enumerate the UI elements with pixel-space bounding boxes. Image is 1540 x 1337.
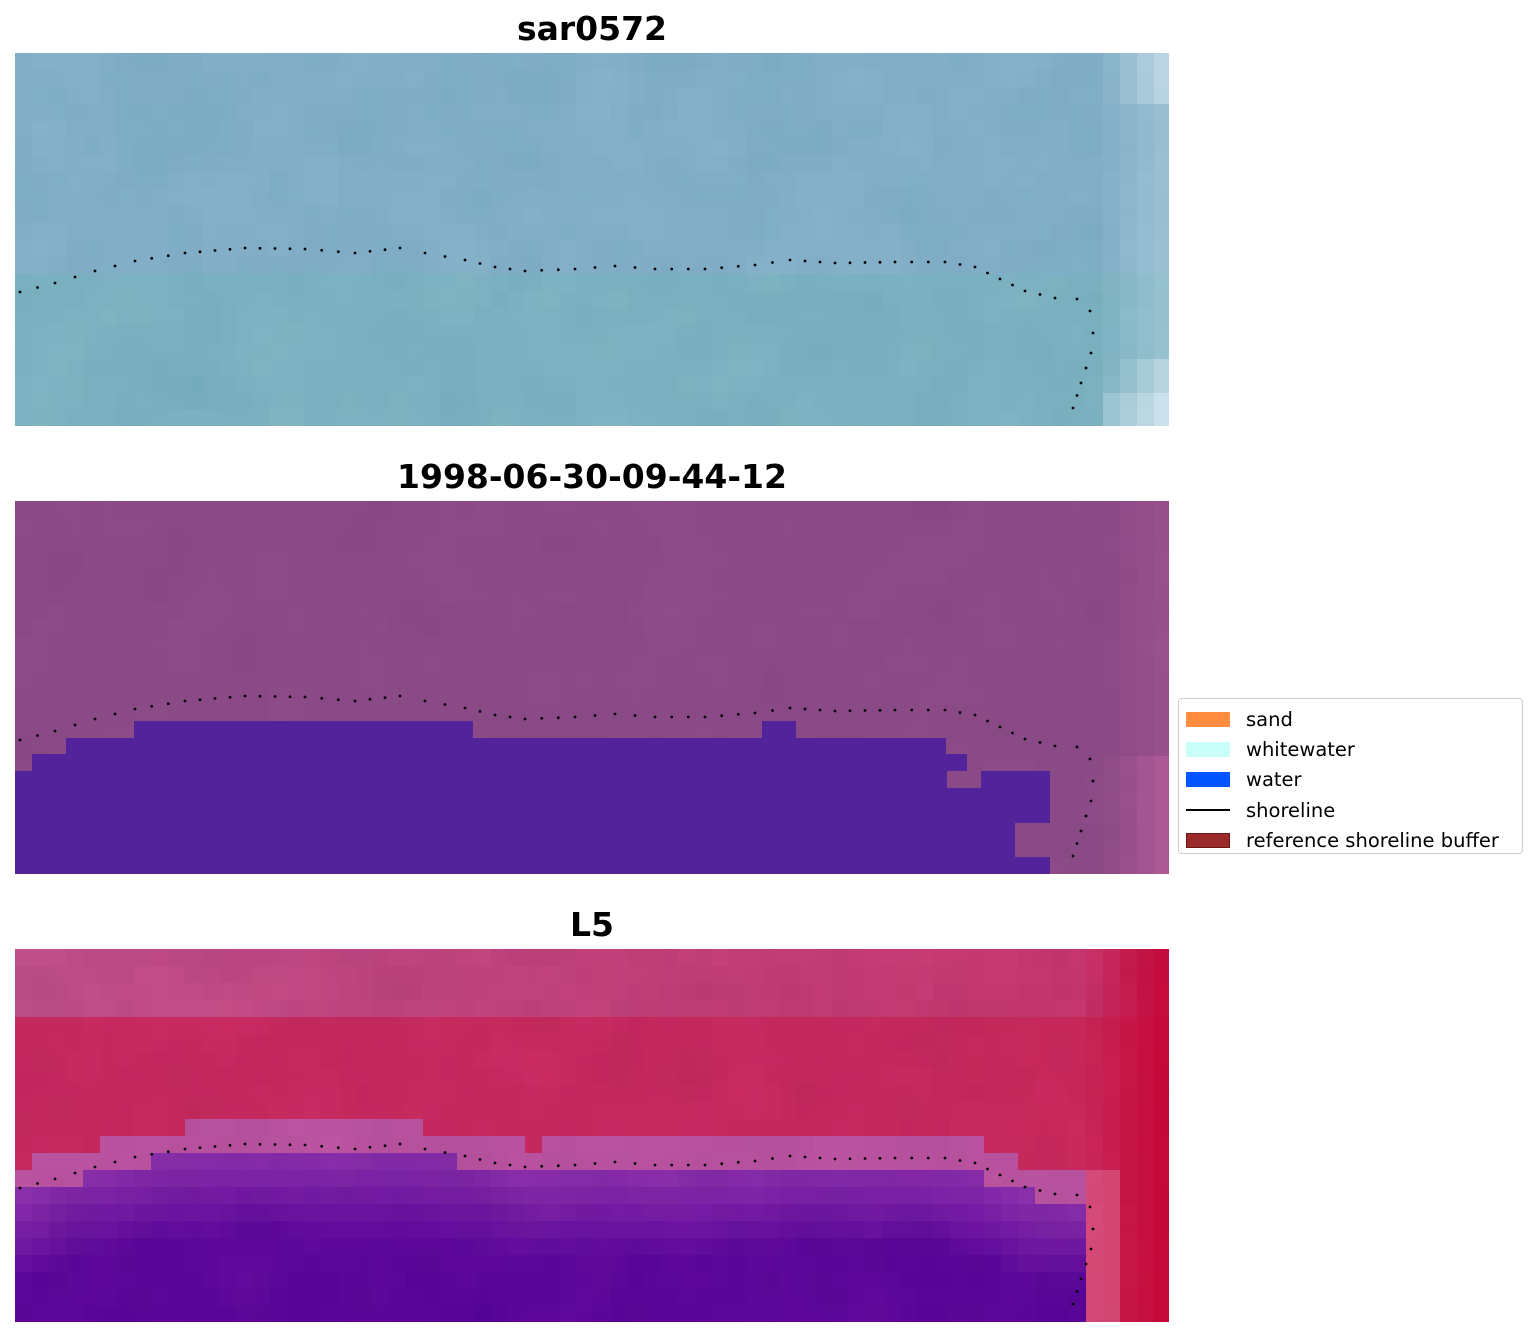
legend-label: whitewater: [1246, 737, 1355, 761]
image-panel-sar: [15, 53, 1169, 426]
legend-label: water: [1246, 768, 1302, 792]
sar-image: [15, 53, 1169, 426]
index-image: [15, 949, 1169, 1322]
legend-label: shoreline: [1246, 798, 1336, 822]
water-swatch: [1186, 772, 1230, 788]
shoreline-dots: [18, 1142, 1095, 1306]
legend-item-shoreline: shoreline: [1186, 795, 1522, 825]
image-panel-index: [15, 949, 1169, 1322]
panel-title-2: 1998-06-30-09-44-12: [397, 457, 787, 496]
legend-item-whitewater: whitewater: [1186, 734, 1522, 764]
shoreline-dots: [18, 694, 1095, 858]
legend: sand whitewater water shoreline referenc…: [1178, 698, 1523, 854]
panel-title-3: L5: [570, 905, 614, 944]
classified-image: [15, 501, 1169, 874]
whitewater-swatch: [1186, 741, 1230, 757]
legend-item-water: water: [1186, 765, 1522, 795]
panel-title-1: sar0572: [516, 9, 668, 48]
legend-label: sand: [1246, 707, 1293, 731]
legend-item-sand: sand: [1186, 704, 1522, 734]
shoreline-line-swatch: [1186, 809, 1230, 812]
legend-item-reference-buffer: reference shoreline buffer: [1186, 825, 1522, 855]
reference-buffer-swatch: [1186, 832, 1230, 848]
legend-label: reference shoreline buffer: [1246, 828, 1499, 852]
sand-swatch: [1186, 711, 1230, 727]
shoreline-dots: [18, 246, 1095, 410]
image-panel-classified: [15, 501, 1169, 874]
